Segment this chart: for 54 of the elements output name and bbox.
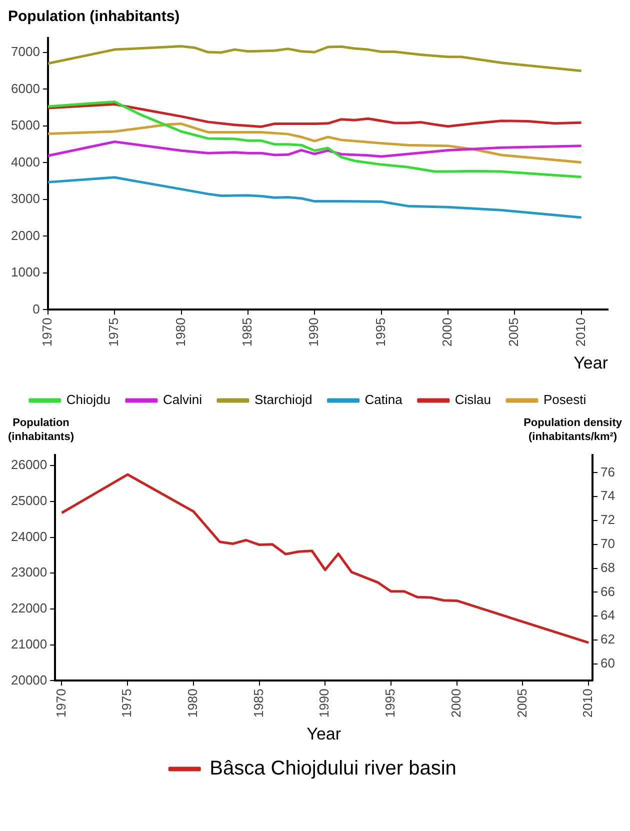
y-tick-label: 22000 (10, 600, 48, 616)
y-axis-title: Population (inhabitants) (8, 416, 74, 444)
y-axis-title: Population (inhabitants) (8, 8, 180, 27)
x-tick-label: 1980 (172, 317, 188, 346)
y-tick-label: 2000 (11, 228, 40, 243)
y2-axis-title: Population density (inhabitants/km²) (524, 416, 622, 444)
x-tick-label: 2005 (506, 317, 522, 346)
x-tick-label: 2005 (514, 688, 530, 718)
y-tick-label: 3000 (11, 190, 40, 206)
legend-label: Starchiojd (254, 392, 312, 407)
y2-tick-label: 66 (600, 584, 616, 600)
x-tick-label: 1970 (40, 317, 54, 346)
y-tick-label: 4000 (11, 154, 40, 170)
x-tick-label: 1990 (306, 317, 322, 346)
y2-tick-label: 74 (600, 488, 616, 504)
x-tick-label: 1970 (53, 688, 68, 718)
legend-label: Calvini (162, 392, 202, 407)
x-axis-title: Year (574, 353, 608, 372)
y2-tick-label: 68 (600, 560, 616, 576)
x-tick-label: 1975 (106, 317, 122, 346)
y-tick-label: 5000 (11, 117, 40, 132)
y-tick-label: 25000 (10, 493, 48, 508)
y-tick-label: 20000 (10, 672, 48, 688)
legend-label: Bâsca Chiojdului river basin (210, 758, 456, 780)
x-tick-label: 1980 (185, 688, 200, 718)
x-tick-label: 1985 (240, 317, 255, 346)
y2-tick-label: 72 (600, 512, 616, 528)
x-tick-label: 1990 (316, 688, 332, 718)
x-tick-label: 1995 (372, 317, 388, 346)
y-tick-label: 24000 (10, 529, 48, 544)
legend-label: Catina (364, 392, 404, 407)
legend-label: Posesti (543, 392, 586, 407)
y2-tick-label: 76 (600, 464, 616, 480)
y2-tick-label: 62 (600, 632, 616, 647)
x-tick-label: 1985 (250, 688, 266, 718)
y-tick-label: 6000 (11, 80, 40, 96)
x-tick-label: 2000 (440, 317, 455, 346)
y-tick-label: 21000 (10, 636, 48, 652)
x-tick-label: 2000 (448, 688, 464, 718)
x-tick-label: 2010 (572, 317, 588, 346)
y-tick-label: 23000 (10, 564, 48, 580)
y2-tick-label: 70 (600, 536, 616, 552)
y2-tick-label: 60 (600, 656, 616, 671)
y-tick-label: 7000 (11, 44, 40, 59)
x-tick-label: 1975 (119, 688, 134, 718)
y-tick-label: 1000 (11, 264, 40, 280)
legend-label: Cislau (454, 392, 491, 407)
y-tick-label: 26000 (10, 457, 48, 472)
x-tick-label: 1995 (382, 688, 398, 718)
x-axis-title: Year (306, 724, 342, 744)
y-tick-label: 0 (32, 301, 40, 316)
y2-tick-label: 64 (600, 608, 616, 623)
x-tick-label: 2010 (580, 688, 596, 718)
legend-label: Chiojdu (66, 392, 110, 407)
